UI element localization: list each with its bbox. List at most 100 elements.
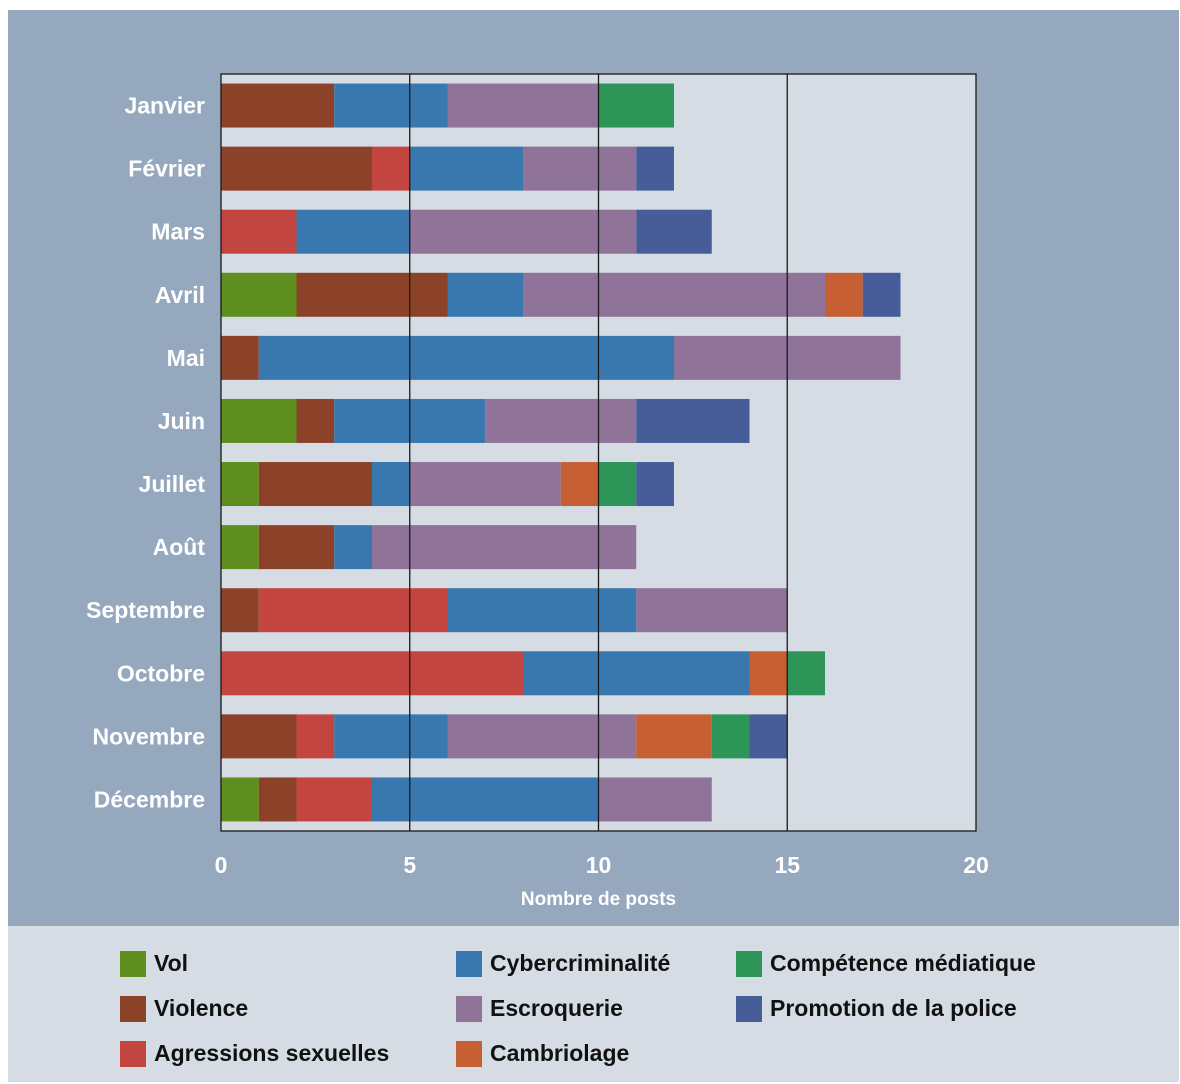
bar-segment [447,83,599,128]
bar-segment [447,272,523,317]
bar-segment [334,525,372,570]
plot-border [220,73,977,832]
category-label: Octobre [117,660,205,686]
legend-swatch [456,950,482,977]
legend-swatch [120,995,146,1022]
bar-segment [523,651,750,696]
legend-item: Vol [120,950,188,977]
bar-segment [523,146,637,191]
bar-segment [598,777,712,822]
bar-segment [523,272,825,317]
legend: Vol Violence Agressions sexuelles Cybercrim… [8,926,1179,1082]
bar-segment [711,714,750,759]
bar-segment [258,462,372,507]
legend-label: Vol [154,950,189,976]
legend-label: Compétence médiatique [770,950,1036,976]
x-tick-label: 5 [403,852,416,878]
bar-segment [409,209,637,254]
legend-item: Agressions sexuelles [120,1040,389,1067]
bar-segment [372,462,410,507]
bar-segment [221,398,297,443]
bar-segment [825,272,863,317]
bar-segment [636,398,750,443]
legend-item: Escroquerie [456,995,623,1022]
legend-swatch [736,995,762,1022]
legend-item: Violence [120,995,248,1022]
bar-segment [636,462,674,507]
bar-segment [258,777,297,822]
chart-figure: Janvier Février Mars Avril Mai Juin Juillet Aoû… [8,10,1179,1082]
stacked-bar-chart: Janvier Février Mars Avril Mai Juin Juillet Aoû… [86,73,989,910]
x-tick-label: 15 [774,852,800,878]
bar-segment [296,714,335,759]
legend-label: Violence [154,995,249,1021]
bar-segment [221,651,523,696]
x-tick-label: 20 [963,852,989,878]
legend-label: Cybercriminalité [490,950,671,976]
bar-segment [372,146,410,191]
legend-label: Promotion de la police [770,995,1017,1021]
legend-swatch [120,950,146,977]
bar-segment [221,714,297,759]
bar-segment [296,209,410,254]
legend-item: Cambriolage [456,1040,629,1067]
legend-label: Escroquerie [490,995,623,1021]
bar-segment [221,525,259,570]
bar-segment [372,777,599,822]
x-axis-title: Nombre de posts [521,889,676,910]
bar-segment [447,714,637,759]
bar-segment [447,588,637,633]
bar-segment [749,651,788,696]
category-label: Février [128,156,205,182]
bar-segment [636,714,712,759]
legend-swatch [736,950,762,977]
bar-segment [372,525,637,570]
legend-label: Cambriolage [490,1040,630,1066]
bar-segment [598,462,637,507]
bar-segment [409,462,561,507]
bar-segment [296,272,448,317]
bar-segment [560,462,599,507]
bar-segment [749,714,788,759]
bar-segment [787,651,825,696]
category-label: Décembre [94,786,205,812]
legend-label: Agressions sexuelles [154,1040,390,1066]
legend-item: Cybercriminalité [456,950,670,977]
bar-segment [258,588,448,633]
bar-segment [334,83,448,128]
category-label: Mars [151,219,205,245]
bar-segment [221,777,259,822]
bar-segment [296,398,335,443]
x-tick-label: 0 [215,852,228,878]
category-label: Avril [155,282,205,308]
bar-segment [334,714,448,759]
bar-segment [221,83,335,128]
bar-segment [296,777,372,822]
bar-segment [636,209,712,254]
bar-segment [221,146,372,191]
category-label: Juin [158,408,205,434]
category-label: Août [153,534,206,560]
bar-segment [636,146,674,191]
category-label: Novembre [93,723,205,749]
legend-swatch [120,1040,146,1067]
bar-segment [598,83,674,128]
bar-segment [221,335,259,380]
bar-segment [221,209,297,254]
category-label: Mai [167,345,205,371]
bar-segment [221,588,259,633]
legend-item: Promotion de la police [736,995,1017,1022]
bar-segment [409,146,523,191]
legend-item: Compétence médiatique [736,950,1036,977]
category-label: Juillet [139,471,206,497]
x-tick-label: 10 [586,852,612,878]
bar-segment [258,335,674,380]
chart-panel: Janvier Février Mars Avril Mai Juin Juillet Aoû… [8,10,1179,926]
legend-swatch [456,1040,482,1067]
bar-segment [485,398,637,443]
legend-swatch [456,995,482,1022]
category-label: Janvier [124,93,205,119]
bar-segment [221,272,297,317]
bar-segment [221,462,259,507]
bar-segment [862,272,901,317]
